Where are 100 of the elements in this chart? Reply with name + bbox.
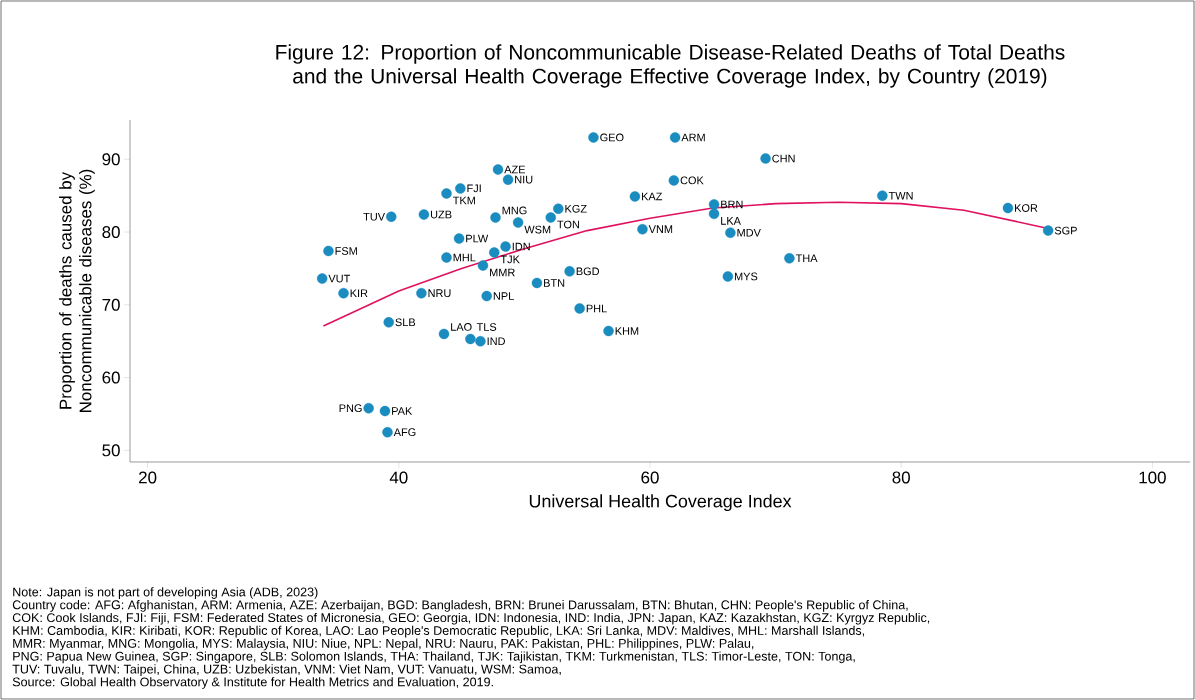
x-tick-label: 60	[641, 471, 659, 484]
point	[338, 287, 349, 299]
point	[416, 287, 427, 299]
annotation: UZB	[430, 210, 452, 219]
annotation: AZE	[504, 165, 526, 174]
point	[784, 253, 795, 264]
point	[323, 245, 334, 257]
point	[441, 188, 452, 199]
annotation: KIR	[350, 289, 368, 297]
point	[481, 290, 492, 302]
annotation: MNG	[502, 206, 527, 215]
point	[363, 402, 374, 414]
annotation: SLB	[395, 318, 416, 327]
annotation: VNM	[648, 225, 673, 233]
point	[316, 273, 328, 284]
point	[500, 241, 511, 252]
x-axis-title: Universal Health Coverage Index	[529, 494, 792, 512]
point	[492, 164, 504, 175]
annotation: THA	[795, 254, 818, 263]
point	[455, 183, 466, 194]
annotation: KHM	[615, 327, 639, 335]
point	[379, 405, 391, 417]
point	[668, 175, 680, 186]
point	[477, 260, 489, 271]
point	[465, 333, 476, 345]
annotation: IDN	[512, 242, 530, 251]
y-tick-label: 80	[102, 226, 120, 239]
annotation: PAK	[392, 407, 413, 415]
annotation: PLW	[466, 234, 489, 243]
annotation: COK	[680, 176, 704, 185]
annotation: LAO	[451, 323, 472, 331]
annotation: KGZ	[565, 204, 587, 213]
point	[637, 223, 648, 235]
annotation: KAZ	[642, 192, 663, 201]
point	[725, 227, 736, 238]
point	[453, 233, 465, 244]
text: PNG: Papua New Guinea, SGP: Singapore, SLB: Solomon Islands, THA: Thailand, TJK: Tajikistan, TKM: Turkmenistan, TLS: Timor-Leste, TON: Tonga,	[13, 651, 855, 664]
point	[531, 277, 543, 289]
annotation: TWN	[888, 191, 913, 200]
annotation: TON	[557, 220, 580, 229]
text: Country code: AFG: Afghanistan, ARM: Armenia, AZE: Azerbaijan, BGD: Bangladesh, BRN: Brunei Darussalam, BTN: Bhutan, CHN: People's Republic of China,	[12, 600, 908, 612]
point	[574, 303, 585, 314]
annotation: ARM	[681, 133, 705, 142]
annotation: MMR	[490, 268, 515, 277]
annotation: IND	[487, 337, 505, 345]
point	[553, 203, 564, 214]
point	[490, 212, 501, 223]
source-note: Source: Global Health Observatory & Institute for Health Metrics and Evaluation, 2019.	[12, 677, 493, 689]
point	[877, 190, 888, 201]
point	[438, 328, 450, 340]
annotation: MDV	[737, 229, 761, 237]
point	[502, 174, 514, 185]
point	[603, 325, 614, 337]
annotation: SGP	[1054, 226, 1077, 235]
point	[1042, 225, 1054, 236]
point	[418, 209, 430, 220]
y-tick-label: 70	[102, 298, 120, 311]
chart-title: Figure 12: Proportion of Noncommunicable Disease-Related Deaths of Total Deaths and the Universal Health Coverage Effective Coverage Index, by Country (2019)	[276, 44, 1065, 88]
annotation: TLS	[476, 323, 497, 331]
annotation: LKA	[721, 217, 741, 225]
annotation: TKM	[452, 196, 475, 205]
annotation: MHL	[453, 253, 476, 262]
annotation: VUT	[328, 274, 351, 283]
text: TUV: Tuvalu, TWN: Taipei, China, UZB: Uzbekistan, VNM: Viet Nam, VUT: Vanuatu, WSM: Samoa,	[12, 664, 561, 676]
point	[382, 426, 393, 438]
point	[708, 199, 720, 210]
point	[475, 335, 486, 347]
text: KHM: Cambodia, KIR: Kiribati, KOR: Republic of Korea, LAO: Lao People's Democratic Republic, LKA: Sri Lanka, MDV: Maldives, MHL: Marshall Islands,	[13, 625, 865, 638]
point	[1002, 202, 1014, 214]
point	[760, 153, 771, 164]
annotation: KOR	[1015, 204, 1038, 212]
annotation: MYS	[734, 272, 758, 281]
y-axis-title: Proportion of deaths caused by Noncommunicable diseases (%)	[59, 169, 95, 412]
annotation: WSM	[524, 225, 551, 234]
point	[564, 266, 575, 277]
point	[629, 191, 641, 202]
annotation: BGD	[576, 267, 600, 276]
annotation: NIU	[515, 175, 533, 184]
text: Note: Japan is not part of developing Asia (ADB, 2023)	[13, 587, 318, 599]
y-tick-label: 90	[102, 153, 120, 166]
annotation: PHL	[586, 304, 607, 313]
point	[708, 208, 720, 220]
point	[383, 317, 394, 328]
annotation: FJI	[467, 184, 481, 193]
y-tick-label: 50	[102, 444, 120, 457]
text: COK: Cook Islands, FJI: Fiji, FSM: Federated States of Micronesia, GEO: Georgia, IDN: Indonesia, IND: India, JPN: Japan, KAZ: Kazakhstan, KGZ: Kyrgyz Republic,	[12, 612, 930, 625]
point	[722, 271, 734, 282]
annotation: CHN	[772, 154, 795, 163]
x-tick-label: 20	[139, 471, 157, 484]
point	[669, 132, 681, 143]
annotation: FSM	[335, 247, 357, 255]
annotation: GEO	[600, 133, 624, 142]
annotation: BTN	[544, 279, 565, 287]
annotation: AFG	[393, 428, 416, 437]
x-tick-label: 80	[892, 471, 910, 484]
y-tick-label: 60	[102, 371, 120, 384]
annotation: PNG	[339, 404, 362, 413]
x-tick-label: 100	[1139, 471, 1166, 484]
point	[489, 247, 500, 258]
x-tick-label: 40	[389, 471, 408, 484]
